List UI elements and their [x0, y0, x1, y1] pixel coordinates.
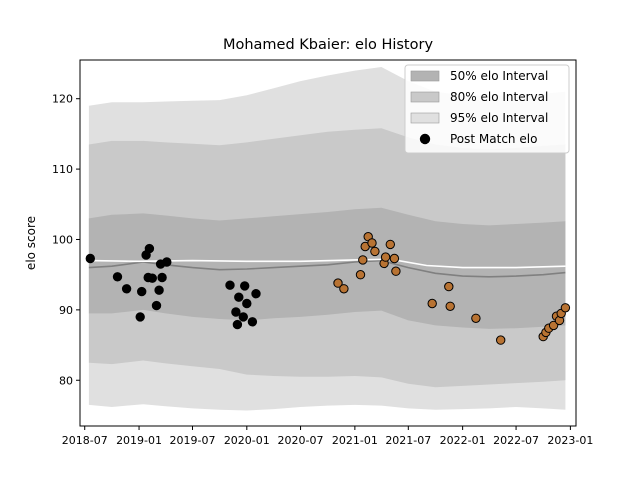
post-match-point — [367, 238, 377, 248]
x-tick-label: 2021-01 — [332, 434, 378, 447]
post-match-point — [231, 307, 241, 317]
post-match-point — [162, 257, 172, 267]
post-match-point — [137, 286, 147, 297]
y-tick-label: 120 — [52, 93, 73, 106]
legend-label: 50% elo Interval — [450, 69, 548, 83]
post-match-point — [232, 319, 243, 330]
post-match-point — [391, 266, 401, 276]
post-match-point — [147, 273, 158, 283]
y-tick-label: 90 — [59, 304, 73, 317]
legend-marker — [419, 133, 431, 145]
mean-elo-line — [88, 258, 566, 269]
y-tick-label: 80 — [59, 374, 73, 387]
legend-label: Post Match elo — [450, 132, 537, 146]
y-tick-label: 100 — [52, 233, 73, 246]
post-match-point — [112, 272, 123, 282]
post-match-point — [445, 301, 455, 311]
legend: 50% elo Interval 80% elo Interval 95% elo … — [404, 64, 570, 154]
plot-frame — [79, 59, 577, 427]
y-tick-label: 110 — [52, 163, 73, 176]
post-match-point — [358, 255, 368, 265]
legend-label: 80% elo Interval — [450, 90, 548, 104]
post-match-point — [242, 298, 252, 309]
post-match-point — [121, 284, 132, 294]
legend-swatch — [410, 112, 440, 124]
post-match-point — [427, 298, 437, 309]
post-match-point — [548, 320, 559, 331]
post-match-point — [251, 289, 261, 299]
post-match-point — [444, 281, 454, 292]
post-match-point — [333, 278, 343, 288]
post-match-point — [560, 303, 571, 313]
x-tick-label: 2022-07 — [493, 434, 539, 447]
post-match-point — [85, 253, 96, 264]
legend-swatch — [410, 70, 440, 82]
post-match-point — [225, 280, 235, 290]
post-match-point — [355, 270, 366, 280]
y-axis-label: elo score — [24, 216, 38, 270]
x-tick-label: 2019-07 — [170, 434, 216, 447]
x-tick-label: 2018-07 — [62, 434, 108, 447]
x-tick-label: 2023-01 — [547, 434, 593, 447]
post-match-point — [385, 239, 395, 250]
post-match-point — [247, 317, 258, 327]
post-match-point — [240, 281, 250, 291]
post-match-point — [339, 284, 349, 294]
x-tick-label: 2019-01 — [116, 434, 162, 447]
post-match-point — [389, 253, 400, 264]
post-match-point — [157, 272, 167, 283]
post-match-point — [135, 312, 145, 322]
post-match-point — [370, 246, 380, 257]
post-match-point — [144, 243, 155, 254]
x-tick-label: 2020-07 — [278, 434, 324, 447]
chart-title: Mohamed Kbaier: elo History — [223, 37, 433, 53]
x-tick-label: 2022-01 — [440, 434, 486, 447]
post-match-point — [154, 285, 164, 295]
post-match-point — [496, 335, 506, 345]
band-50-interval — [88, 207, 566, 329]
x-tick-label: 2020-01 — [224, 434, 270, 447]
legend-box — [404, 64, 570, 154]
post-match-point — [380, 252, 391, 262]
legend-swatch — [410, 91, 440, 103]
x-tick-label: 2021-07 — [385, 434, 431, 447]
post-match-point — [471, 313, 481, 323]
post-match-point — [234, 292, 244, 302]
legend-label: 95% elo Interval — [450, 111, 548, 125]
post-match-point — [151, 300, 162, 311]
post-match-point — [238, 312, 249, 322]
axes: 2018-07 2019-01 2019-07 2020-01 2020-07 2021-… — [52, 59, 593, 447]
